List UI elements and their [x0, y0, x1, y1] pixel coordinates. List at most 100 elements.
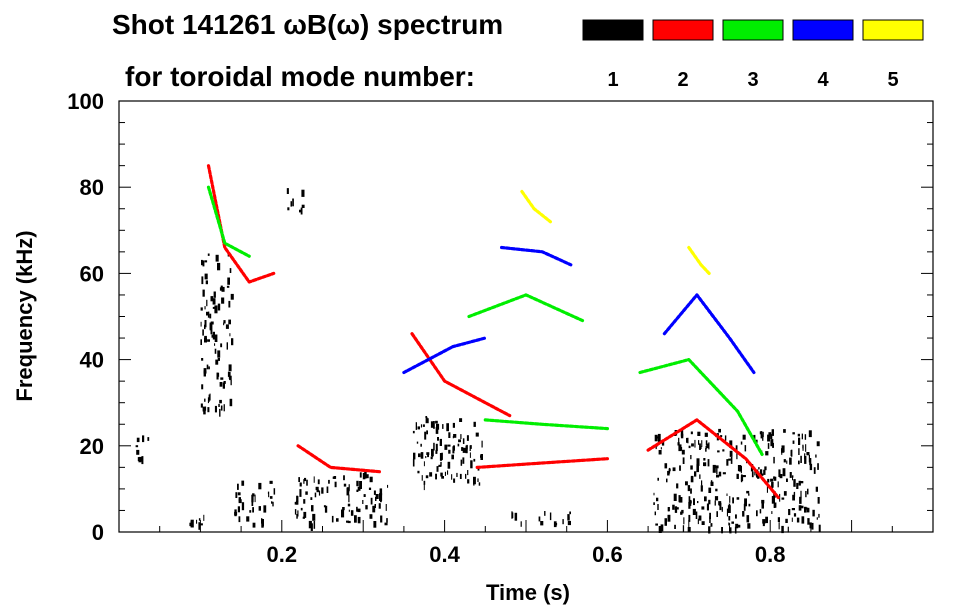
mode-1-speck	[249, 510, 252, 513]
mode-1-speck	[303, 511, 307, 518]
mode-5-branch-2	[687, 245, 711, 275]
mode-1-speck	[326, 486, 329, 493]
mode-1-speck	[426, 430, 428, 435]
mode-1-speck	[690, 500, 692, 504]
mode-1-speck	[342, 507, 345, 511]
mode-1-speck	[674, 506, 678, 513]
mode-1-speck	[736, 451, 738, 460]
mode-1-speck	[231, 338, 234, 346]
mode-1-speck	[798, 480, 801, 486]
mode-1-speck	[466, 435, 469, 441]
mode-1-region-2	[189, 514, 205, 530]
mode-1-speck	[770, 478, 774, 482]
mode-1-speck	[228, 364, 232, 372]
mode-1-speck	[818, 513, 820, 518]
mode-1-speck	[818, 524, 821, 532]
mode-1-speck	[771, 483, 773, 491]
mode-1-speck	[736, 497, 740, 500]
mode-1-speck	[694, 439, 696, 448]
mode-1-speck	[420, 424, 422, 428]
mode-1-speck	[804, 456, 807, 464]
mode-1-speck	[136, 449, 140, 455]
series-mode-2	[206, 164, 780, 500]
mode-1-speck	[766, 485, 768, 493]
mode-1-speck	[229, 268, 232, 273]
mode-1-speck	[700, 485, 703, 492]
mode-1-speck	[809, 522, 812, 529]
mode-1-speck	[301, 189, 305, 197]
mode-1-speck	[314, 492, 317, 498]
mode-1-speck	[783, 429, 786, 433]
mode-1-speck	[781, 497, 785, 500]
mode-4-branch-3	[662, 293, 756, 375]
mode-1-speck	[460, 434, 462, 440]
mode-1-speck	[203, 410, 206, 415]
mode-1-speck	[692, 508, 696, 515]
mode-1-speck	[674, 524, 676, 529]
mode-1-speck	[762, 519, 765, 527]
x-axis-title: Time (s)	[486, 580, 570, 605]
mode-1-speck	[440, 472, 443, 477]
mode-1-speck	[700, 446, 702, 449]
mode-1-speck	[219, 399, 222, 404]
mode-1-speck	[207, 397, 209, 404]
mode-1-speck	[759, 509, 762, 514]
mode-1-speck	[214, 343, 216, 346]
mode-1-speck	[219, 408, 221, 417]
mode-1-speck	[680, 447, 683, 451]
mode-1-speck	[729, 496, 731, 503]
mode-1-speck	[441, 476, 444, 479]
mode-1-speck	[229, 333, 231, 337]
x-tick-label: 0.4	[429, 542, 460, 567]
mode-1-speck	[448, 449, 451, 454]
mode-1-speck	[796, 517, 800, 523]
mode-1-speck	[273, 488, 276, 495]
mode-1-speck	[460, 459, 463, 466]
mode-1-speck	[439, 453, 443, 461]
mode-1-speck	[678, 444, 682, 452]
mode-1-speck	[318, 490, 321, 496]
mode-1-speck	[298, 477, 300, 482]
mode-1-speck	[365, 505, 368, 510]
mode-5-branch-1	[520, 189, 553, 224]
mode-1-speck	[200, 523, 203, 526]
mode-1-region-8	[511, 511, 571, 528]
mode-1-speck	[704, 463, 706, 467]
mode-1-speck	[653, 502, 655, 505]
mode-1-speck	[385, 504, 387, 511]
mode-1-speck	[690, 465, 693, 470]
mode-1-speck	[783, 491, 787, 496]
mode-1-speck	[797, 433, 800, 437]
mode-1-speck	[697, 501, 699, 504]
mode-1-speck	[357, 517, 361, 524]
mode-1-speck	[744, 445, 747, 452]
mode-1-speck	[747, 523, 751, 529]
mode-1-speck	[656, 436, 660, 439]
mode-1-region-7	[412, 416, 483, 491]
mode-1-speck	[435, 450, 438, 454]
mode-1-speck	[202, 406, 206, 412]
mode-1-speck	[746, 490, 750, 494]
mode-1-speck	[761, 502, 764, 509]
mode-1-speck	[228, 372, 231, 379]
mode-1-speck	[229, 398, 233, 407]
mode-1-speck	[201, 276, 204, 285]
mode-1-speck	[520, 521, 522, 527]
mode-1-speck	[210, 296, 214, 302]
mode-1-speck	[292, 198, 294, 207]
mode-1-speck	[425, 416, 428, 419]
mode-1-speck	[808, 430, 812, 438]
mode-1-speck	[214, 348, 217, 354]
mode-1-speck	[435, 420, 438, 424]
mode-1-speck	[470, 460, 473, 469]
mode-1-speck	[241, 480, 245, 486]
mode-1-speck	[204, 320, 207, 328]
mode-1-speck	[667, 507, 670, 512]
mode-1-speck	[735, 445, 738, 453]
mode-1-speck	[742, 475, 746, 478]
mode-1-region-9	[653, 428, 821, 534]
mode-1-speck	[681, 449, 685, 455]
mode-1-speck	[688, 445, 691, 449]
mode-1-speck	[217, 262, 221, 271]
